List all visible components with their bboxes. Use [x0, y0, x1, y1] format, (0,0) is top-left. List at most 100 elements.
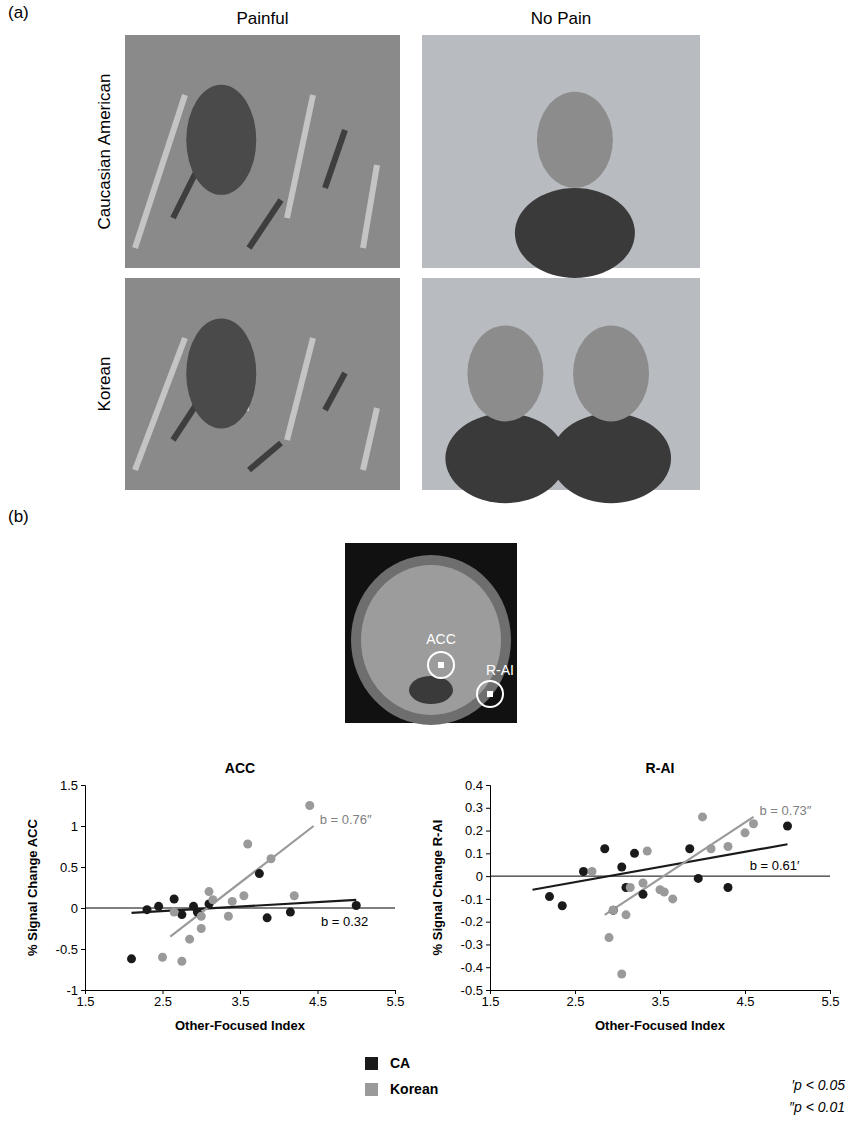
- y-tick: 0: [476, 869, 490, 884]
- brain-tissue: [361, 565, 501, 715]
- y-tick-mark: [81, 908, 85, 909]
- x-axis: 1.52.53.54.55.5: [76, 990, 404, 1009]
- y-tick: 0.1: [465, 846, 490, 861]
- data-point: [783, 822, 792, 831]
- data-point: [617, 863, 626, 872]
- chart-title: ACC: [225, 760, 255, 776]
- photo-detail: [287, 95, 313, 218]
- y-tick: 0.5: [60, 860, 85, 875]
- data-point: [197, 924, 206, 933]
- data-point: [600, 844, 609, 853]
- y-tick-label: 0.5: [60, 860, 78, 875]
- y-tick-mark: [81, 785, 85, 786]
- data-point: [588, 867, 597, 876]
- data-point: [724, 842, 733, 851]
- y-tick-label: 1: [71, 819, 78, 834]
- y-tick: -0.2: [461, 914, 490, 929]
- y-tick-label: 0: [476, 869, 483, 884]
- data-point: [290, 891, 299, 900]
- data-point: [170, 908, 179, 917]
- y-tick-mark: [486, 876, 490, 877]
- y-tick-label: 1.5: [60, 778, 78, 793]
- x-tick: 3.5: [651, 990, 669, 1009]
- data-point: [286, 908, 295, 917]
- data-point: [239, 891, 248, 900]
- significance-note: ′p < 0.05: [791, 1077, 845, 1093]
- region-label: ACC: [426, 631, 456, 647]
- y-tick-label: 0.4: [465, 778, 483, 793]
- data-point: [352, 901, 361, 910]
- data-point: [177, 957, 186, 966]
- data-point: [185, 935, 194, 944]
- data-point: [605, 933, 614, 942]
- y-tick-mark: [81, 949, 85, 950]
- data-point: [630, 849, 639, 858]
- x-tick-label: 4.5: [309, 994, 327, 1009]
- data-point: [545, 892, 554, 901]
- photo-background: [125, 35, 400, 268]
- data-point: [707, 844, 716, 853]
- y-tick: 0.3: [465, 800, 490, 815]
- data-point: [749, 819, 758, 828]
- photo: [422, 278, 700, 503]
- brain-background: [345, 543, 517, 723]
- x-tick: 2.5: [154, 990, 172, 1009]
- data-point: [127, 954, 136, 963]
- data-point: [154, 902, 163, 911]
- y-tick: 0.4: [465, 778, 490, 793]
- legend-label: Korean: [390, 1081, 438, 1097]
- photo: [125, 278, 400, 490]
- row-header: Caucasian American: [95, 74, 114, 230]
- y-tick-mark: [486, 899, 490, 900]
- data-point: [170, 894, 179, 903]
- plot-area: [533, 812, 793, 978]
- data-point: [685, 844, 694, 853]
- y-axis-title: % Signal Change ACC: [25, 819, 40, 956]
- photo-detail: [363, 408, 377, 470]
- data-point: [668, 894, 677, 903]
- y-tick: -0.5: [56, 942, 85, 957]
- data-point: [158, 953, 167, 962]
- data-point: [205, 887, 214, 896]
- y-tick-mark: [486, 831, 490, 832]
- photo-detail: [287, 338, 313, 440]
- data-point: [639, 878, 648, 887]
- photo-figure: [445, 413, 565, 503]
- y-tick-mark: [81, 990, 85, 991]
- x-tick-label: 1.5: [76, 994, 94, 1009]
- data-point: [622, 910, 631, 919]
- y-tick: 0: [71, 901, 85, 916]
- data-point: [643, 847, 652, 856]
- photo-face: [537, 92, 613, 188]
- fit-line: [132, 900, 357, 913]
- y-tick-label: -0.5: [461, 983, 483, 998]
- x-tick-label: 3.5: [651, 994, 669, 1009]
- data-point: [228, 897, 237, 906]
- y-tick-label: -0.1: [461, 892, 483, 907]
- zero-line: [490, 876, 830, 877]
- x-axis-title: Other-Focused Index: [175, 1018, 306, 1033]
- y-tick-mark: [486, 785, 490, 786]
- y-tick-label: -0.2: [461, 914, 483, 929]
- data-point: [639, 890, 648, 899]
- x-tick-label: 5.5: [821, 994, 839, 1009]
- y-tick-mark: [486, 853, 490, 854]
- photo-detail: [249, 443, 281, 470]
- data-point: [267, 854, 276, 863]
- x-tick: 4.5: [736, 990, 754, 1009]
- x-tick: 2.5: [566, 990, 584, 1009]
- data-point: [609, 906, 618, 915]
- brain-outline: [351, 555, 511, 725]
- data-point: [741, 828, 750, 837]
- y-tick-label: 0: [71, 901, 78, 916]
- data-point: [177, 910, 186, 919]
- photo-detail: [249, 200, 281, 248]
- y-tick-label: 0.1: [465, 846, 483, 861]
- photo-background: [125, 278, 400, 490]
- data-point: [263, 913, 272, 922]
- y-tick-mark: [486, 967, 490, 968]
- photo-detail: [325, 130, 345, 188]
- chart: -1-0.500.511.51.52.53.54.55.5ACCOther-Fo…: [25, 760, 405, 1033]
- data-point: [694, 874, 703, 883]
- y-tick: 0.2: [465, 823, 490, 838]
